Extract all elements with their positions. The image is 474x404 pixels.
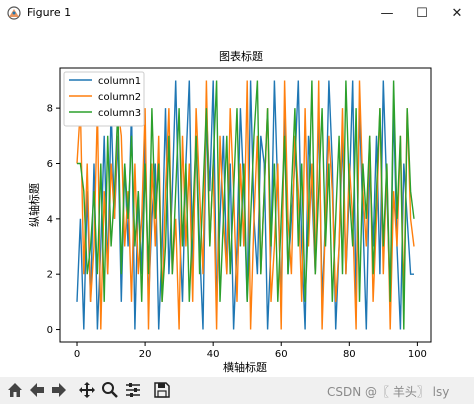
- home-button[interactable]: [4, 379, 26, 401]
- minimize-icon: —: [380, 5, 394, 21]
- close-button[interactable]: ✕: [440, 0, 474, 26]
- chart-title: 图表标题: [219, 49, 263, 63]
- zoom-icon: [102, 382, 118, 398]
- y-tick-label: 6: [47, 159, 53, 170]
- legend-label-column1: column1: [98, 76, 141, 87]
- forward-button[interactable]: [48, 379, 70, 401]
- x-tick-label: 80: [343, 349, 356, 360]
- zoom-button[interactable]: [99, 379, 121, 401]
- close-icon: ✕: [451, 5, 463, 21]
- configure-button[interactable]: [122, 379, 144, 401]
- legend-label-column3: column3: [98, 108, 141, 119]
- x-tick-label: 100: [408, 349, 427, 360]
- configure-icon: [126, 383, 140, 397]
- save-icon: [154, 382, 170, 398]
- y-tick-label: 4: [47, 214, 53, 225]
- axes-frame: [59, 67, 432, 343]
- y-tick-label: 2: [47, 270, 53, 281]
- watermark-text: CSDN @〖 羊头〗 lsy: [327, 385, 450, 399]
- x-axis-label: 横轴标题: [223, 360, 267, 374]
- series-line-column3: [77, 80, 415, 330]
- pan-icon: [79, 382, 95, 398]
- window-title: Figure 1: [27, 6, 72, 19]
- navigation-toolbar: [0, 377, 474, 404]
- home-icon: [8, 383, 22, 397]
- plot-area: 图表标题 0 20 40 60 80 100 0 2 4 6 8 横轴标题 纵轴标题 column1…: [0, 26, 474, 377]
- forward-icon: [52, 383, 66, 397]
- x-tick-label: 20: [139, 349, 152, 360]
- x-tick-label: 40: [207, 349, 220, 360]
- line-chart[interactable]: 图表标题 0 20 40 60 80 100 0 2 4 6 8 横轴标题 纵轴标题 column1…: [0, 26, 474, 377]
- minimize-button[interactable]: —: [370, 0, 404, 26]
- x-tick-label: 60: [275, 349, 288, 360]
- y-tick-label: 8: [47, 104, 53, 115]
- back-icon: [30, 383, 44, 397]
- y-tick-label: 0: [47, 325, 53, 336]
- legend: column1 column2 column3: [63, 71, 145, 127]
- pan-button[interactable]: [76, 379, 98, 401]
- ticks-layer: 0 20 40 60 80 100 0 2 4 6 8: [47, 104, 427, 360]
- window-titlebar: Figure 1 — ☐ ✕: [0, 0, 474, 26]
- legend-label-column2: column2: [98, 92, 141, 103]
- figure-icon: [7, 6, 21, 20]
- save-button[interactable]: [151, 379, 173, 401]
- x-tick-label: 0: [74, 349, 80, 360]
- maximize-button[interactable]: ☐: [405, 0, 439, 26]
- y-axis-label: 纵轴标题: [27, 183, 41, 227]
- series-layer: [76, 80, 415, 330]
- back-button[interactable]: [26, 379, 48, 401]
- maximize-icon: ☐: [416, 5, 428, 21]
